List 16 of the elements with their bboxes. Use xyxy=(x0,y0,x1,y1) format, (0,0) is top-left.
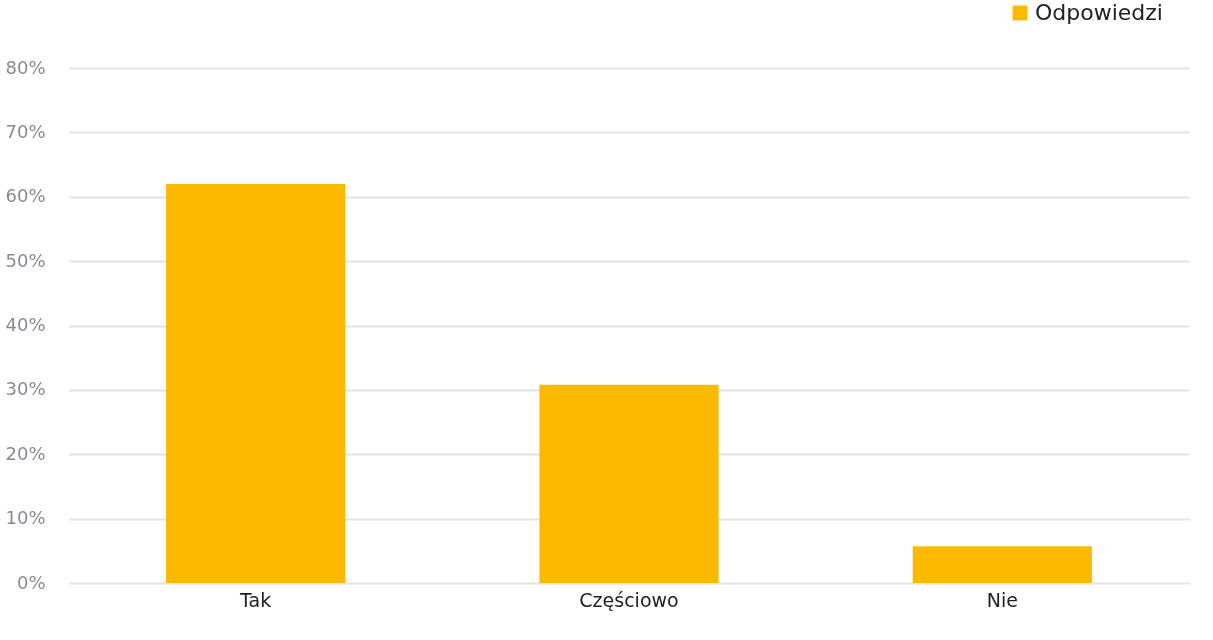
x-tick-label: Tak xyxy=(239,588,272,611)
bar xyxy=(539,384,719,583)
y-tick-label: 40% xyxy=(5,314,46,335)
bar xyxy=(912,546,1092,583)
y-tick-label: 80% xyxy=(5,56,46,78)
y-tick-label: 50% xyxy=(5,249,46,271)
legend-label: Odpowiedzi xyxy=(1035,0,1163,25)
y-tick-label: 60% xyxy=(5,185,46,207)
y-tick-label: 10% xyxy=(5,507,46,529)
y-tick-label: 30% xyxy=(5,378,46,400)
y-tick-label: 0% xyxy=(16,571,46,593)
y-tick-label: 20% xyxy=(5,442,46,464)
x-tick-label: Częściowo xyxy=(579,588,679,611)
x-tick-label: Nie xyxy=(986,588,1018,611)
y-tick-label: 70% xyxy=(5,120,46,142)
bar xyxy=(166,183,346,583)
